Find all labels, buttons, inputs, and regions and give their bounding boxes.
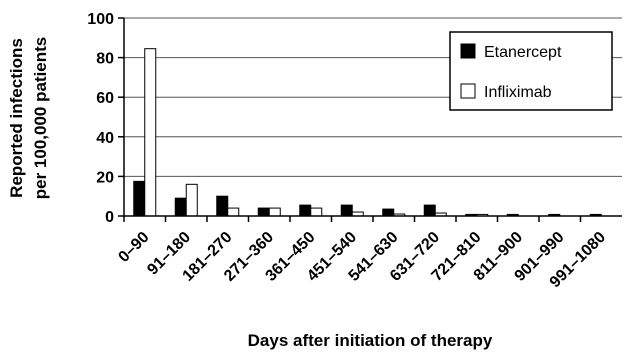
- y-axis-ticks: 0 20 40 60 80 100: [87, 11, 124, 226]
- y-tick-label: 20: [96, 169, 114, 186]
- bar-etanercept-1: [174, 197, 187, 217]
- legend-swatch-infliximab: [460, 83, 476, 99]
- y-tick-label: 80: [96, 51, 114, 68]
- bar-infliximab-3: [268, 207, 281, 217]
- legend: Etanercept Infliximab: [449, 31, 613, 111]
- x-axis-ticks: 0–9091–180181–270271–360361–450451–54054…: [115, 216, 609, 291]
- y-tick-label: 40: [96, 130, 114, 147]
- legend-label-etanercept: Etanercept: [484, 44, 562, 61]
- bar-infliximab-4: [310, 207, 323, 217]
- y-tick-label: 60: [96, 90, 114, 107]
- bar-etanercept-6: [382, 208, 395, 217]
- bar-etanercept-4: [299, 204, 312, 217]
- legend-label-infliximab: Infliximab: [484, 84, 552, 101]
- legend-box: [449, 31, 613, 111]
- x-tick-label: 0–90: [115, 229, 152, 266]
- bar-etanercept-7: [423, 204, 436, 217]
- bar-infliximab-1: [185, 183, 198, 217]
- bar-etanercept-5: [340, 204, 353, 217]
- bar-etanercept-2: [216, 195, 229, 217]
- bar-etanercept-3: [257, 207, 270, 217]
- y-tick-label: 100: [87, 11, 114, 28]
- bar-infliximab-2: [227, 207, 240, 217]
- legend-swatch-etanercept: [460, 43, 476, 59]
- bar-etanercept-0: [133, 180, 146, 217]
- y-axis-title-line-1: Reported infections: [7, 38, 26, 198]
- x-axis-title: Days after initiation of therapy: [248, 331, 493, 350]
- y-axis-title-line-2: per 100,000 patients: [31, 37, 50, 200]
- y-tick-label: 0: [105, 209, 114, 226]
- bar-infliximab-0: [144, 48, 157, 217]
